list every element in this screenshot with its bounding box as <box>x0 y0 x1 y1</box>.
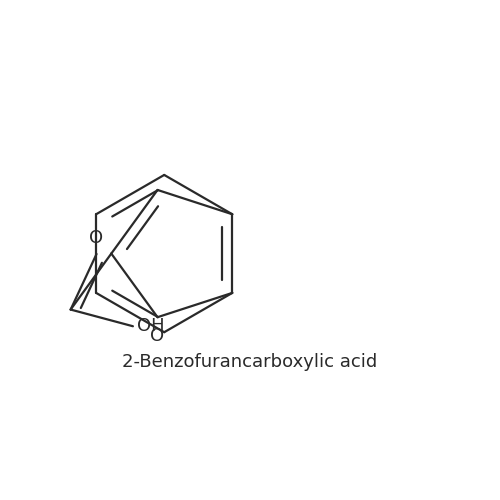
Text: O: O <box>150 327 164 345</box>
Text: O: O <box>90 229 104 247</box>
Text: OH: OH <box>137 317 165 335</box>
Text: 2-Benzofurancarboxylic acid: 2-Benzofurancarboxylic acid <box>122 352 378 370</box>
